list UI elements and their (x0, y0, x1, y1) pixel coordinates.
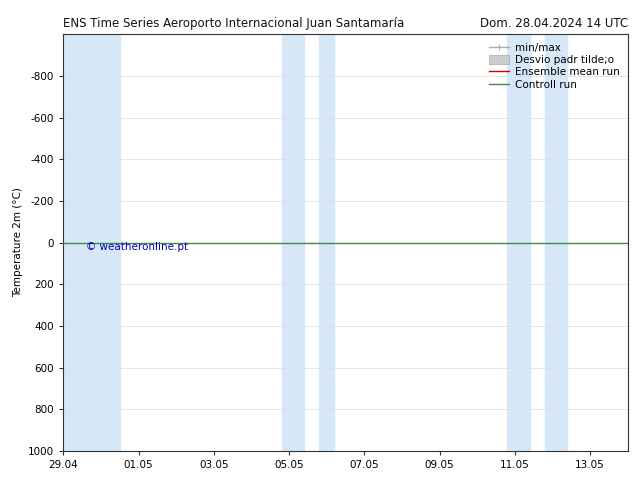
Bar (507, 34, 530, 451)
Text: Dom. 28.04.2024 14 UTC: Dom. 28.04.2024 14 UTC (479, 17, 628, 30)
Y-axis label: Temperature 2m (°C): Temperature 2m (°C) (13, 188, 23, 297)
Bar (281, 34, 304, 451)
Bar (545, 34, 567, 451)
Text: ENS Time Series Aeroporto Internacional Juan Santamaría: ENS Time Series Aeroporto Internacional … (63, 17, 404, 30)
Bar (319, 34, 334, 451)
Legend: min/max, Desvio padr tilde;o, Ensemble mean run, Controll run: min/max, Desvio padr tilde;o, Ensemble m… (486, 40, 623, 93)
Text: © weatheronline.pt: © weatheronline.pt (86, 242, 188, 252)
Bar (63, 34, 120, 451)
